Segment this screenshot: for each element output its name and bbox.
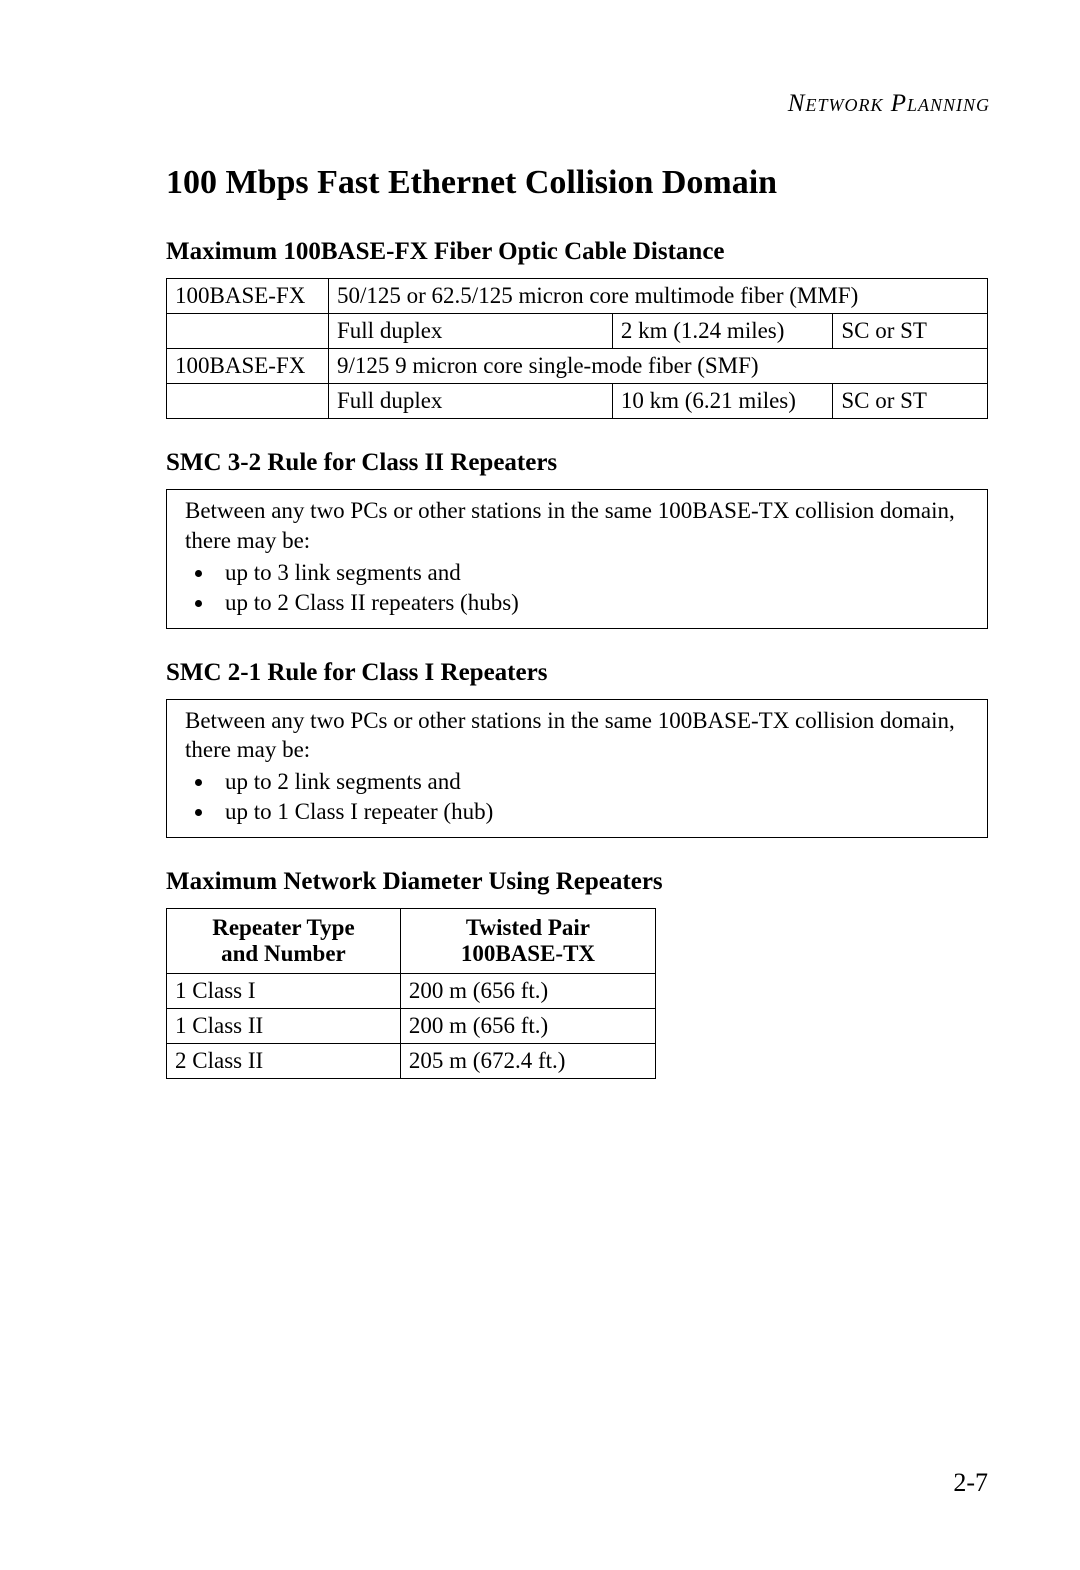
cell: 100BASE-FX	[167, 349, 329, 384]
rule-intro: Between any two PCs or other stations in…	[185, 496, 973, 556]
section-heading-diameter: Maximum Network Diameter Using Repeaters	[166, 868, 990, 896]
list-item: up to 2 Class II repeaters (hubs)	[215, 588, 973, 618]
network-diameter-table: Repeater Type and Number Twisted Pair 10…	[166, 908, 656, 1079]
header-line: and Number	[221, 941, 346, 966]
cell: 200 m (656 ft.)	[400, 1009, 655, 1044]
list-item: up to 3 link segments and	[215, 558, 973, 588]
cell: 1 Class II	[167, 1009, 401, 1044]
section-heading-fiber: Maximum 100BASE-FX Fiber Optic Cable Dis…	[166, 238, 990, 266]
cell: SC or ST	[833, 384, 988, 419]
cell: SC or ST	[833, 314, 988, 349]
rule-box-smc32: Between any two PCs or other stations in…	[166, 489, 988, 629]
section-heading-smc21: SMC 2-1 Rule for Class I Repeaters	[166, 659, 990, 687]
cell-empty	[167, 384, 329, 419]
cell: 1 Class I	[167, 974, 401, 1009]
page-title: 100 Mbps Fast Ethernet Collision Domain	[166, 164, 990, 202]
cell: 9/125 9 micron core single-mode fiber (S…	[329, 349, 988, 384]
table-row: Full duplex 10 km (6.21 miles) SC or ST	[167, 384, 988, 419]
fiber-distance-table: 100BASE-FX 50/125 or 62.5/125 micron cor…	[166, 278, 988, 419]
table-row: 1 Class I 200 m (656 ft.)	[167, 974, 656, 1009]
table-row: 1 Class II 200 m (656 ft.)	[167, 1009, 656, 1044]
cell: 100BASE-FX	[167, 279, 329, 314]
cell-empty	[167, 314, 329, 349]
column-header: Repeater Type and Number	[167, 909, 401, 974]
cell: Full duplex	[329, 314, 613, 349]
page-number: 2-7	[953, 1468, 988, 1498]
cell: 10 km (6.21 miles)	[612, 384, 832, 419]
table-row: Full duplex 2 km (1.24 miles) SC or ST	[167, 314, 988, 349]
page-content: 100 Mbps Fast Ethernet Collision Domain …	[166, 164, 990, 1079]
header-line: Repeater Type	[212, 915, 354, 940]
cell: 2 Class II	[167, 1044, 401, 1079]
cell: Full duplex	[329, 384, 613, 419]
cell: 50/125 or 62.5/125 micron core multimode…	[329, 279, 988, 314]
cell: 2 km (1.24 miles)	[612, 314, 832, 349]
list-item: up to 2 link segments and	[215, 767, 973, 797]
section-heading-smc32: SMC 3-2 Rule for Class II Repeaters	[166, 449, 990, 477]
header-line: 100BASE-TX	[461, 941, 595, 966]
header-line: Twisted Pair	[466, 915, 590, 940]
cell: 200 m (656 ft.)	[400, 974, 655, 1009]
table-row: 2 Class II 205 m (672.4 ft.)	[167, 1044, 656, 1079]
table-header-row: Repeater Type and Number Twisted Pair 10…	[167, 909, 656, 974]
list-item: up to 1 Class I repeater (hub)	[215, 797, 973, 827]
document-page: Network Planning 100 Mbps Fast Ethernet …	[0, 0, 1080, 1570]
rule-list: up to 2 link segments and up to 1 Class …	[185, 767, 973, 827]
rule-intro: Between any two PCs or other stations in…	[185, 706, 973, 766]
table-row: 100BASE-FX 9/125 9 micron core single-mo…	[167, 349, 988, 384]
table-row: 100BASE-FX 50/125 or 62.5/125 micron cor…	[167, 279, 988, 314]
cell: 205 m (672.4 ft.)	[400, 1044, 655, 1079]
rule-box-smc21: Between any two PCs or other stations in…	[166, 699, 988, 839]
column-header: Twisted Pair 100BASE-TX	[400, 909, 655, 974]
rule-list: up to 3 link segments and up to 2 Class …	[185, 558, 973, 618]
running-header: Network Planning	[90, 90, 990, 118]
